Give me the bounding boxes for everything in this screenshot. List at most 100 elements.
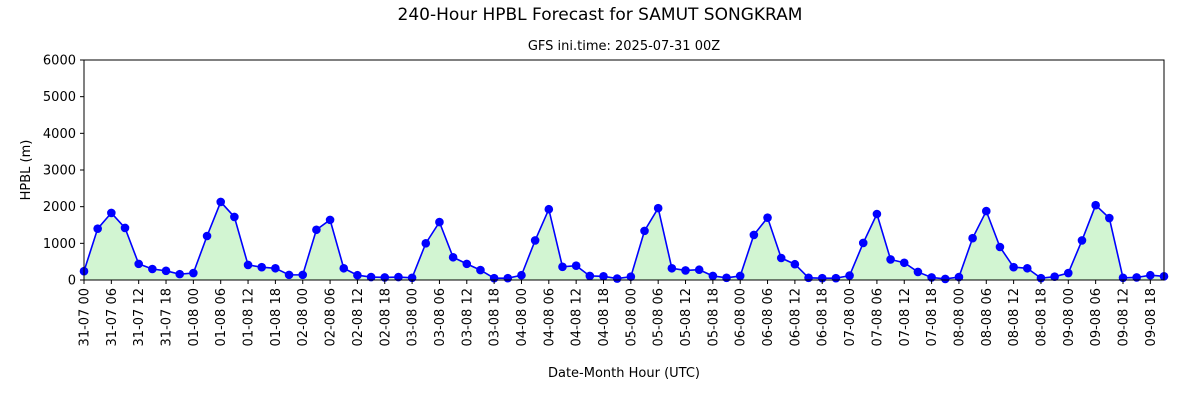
x-tick-label: 08-08 00 <box>952 288 967 346</box>
hpbl-point <box>749 230 759 240</box>
x-tick-label: 09-08 12 <box>1116 288 1131 346</box>
hpbl-point <box>599 272 608 281</box>
x-tick-label: 03-08 18 <box>488 288 503 346</box>
hpbl-point <box>448 252 458 262</box>
hpbl-point <box>271 263 280 273</box>
x-tick-label: 05-08 00 <box>624 288 639 346</box>
hpbl-point <box>722 273 731 283</box>
hpbl-point <box>1105 213 1114 223</box>
hpbl-point <box>954 272 964 282</box>
y-axis-label: HPBL (m) <box>19 140 34 201</box>
x-tick-label: 04-08 18 <box>597 288 612 346</box>
hpbl-point <box>1022 263 1032 273</box>
y-tick-label: 5000 <box>43 90 76 105</box>
hpbl-point <box>312 225 321 235</box>
hpbl-point <box>298 270 308 280</box>
hpbl-point <box>790 259 800 269</box>
hpbl-point <box>858 238 868 248</box>
hpbl-point <box>435 217 444 227</box>
x-tick-label: 04-08 00 <box>515 288 530 346</box>
hpbl-point <box>421 239 431 248</box>
x-tick-label: 09-08 00 <box>1062 288 1077 346</box>
x-tick-label: 06-08 06 <box>761 288 776 346</box>
chart-subtitle: GFS ini.time: 2025-07-31 00Z <box>527 39 721 54</box>
x-tick-label: 04-08 06 <box>542 288 557 346</box>
hpbl-point <box>968 233 977 243</box>
hpbl-point <box>872 209 882 219</box>
hpbl-point <box>120 223 130 233</box>
x-tick-label: 09-08 18 <box>1144 288 1159 346</box>
hpbl-point <box>626 272 636 282</box>
hpbl-point <box>886 255 895 264</box>
x-tick-label: 02-08 06 <box>324 288 339 346</box>
y-tick-label: 3000 <box>43 164 76 179</box>
hpbl-point <box>995 242 1005 252</box>
hpbl-point <box>763 213 772 222</box>
hpbl-point <box>681 266 690 275</box>
hpbl-point <box>653 203 663 213</box>
y-tick-label: 4000 <box>43 127 76 142</box>
hpbl-point <box>776 253 786 263</box>
x-tick-label: 02-08 12 <box>351 288 366 346</box>
x-tick-label: 06-08 00 <box>734 288 749 346</box>
hpbl-point <box>804 273 813 283</box>
x-tick-label: 04-08 12 <box>570 288 585 346</box>
x-tick-label: 03-08 06 <box>433 288 448 346</box>
hpbl-point <box>93 224 102 233</box>
hpbl-point <box>476 265 485 275</box>
hpbl-point <box>899 258 909 268</box>
hpbl-point <box>503 273 513 283</box>
hpbl-point <box>148 264 157 274</box>
x-tick-label: 07-08 00 <box>843 288 858 346</box>
x-tick-label: 03-08 00 <box>406 288 421 346</box>
hpbl-point <box>230 212 239 222</box>
x-tick-label: 01-08 06 <box>214 288 229 346</box>
hpbl-point <box>735 271 745 281</box>
x-tick-label: 05-08 18 <box>706 288 721 346</box>
hpbl-point <box>981 206 991 216</box>
x-tick-label: 31-07 06 <box>105 288 120 346</box>
hpbl-point <box>161 266 171 276</box>
hpbl-point <box>284 270 294 280</box>
hpbl-point <box>243 260 253 270</box>
x-tick-label: 03-08 12 <box>460 288 475 346</box>
hpbl-point <box>640 226 649 236</box>
hpbl-point <box>558 262 567 272</box>
x-tick-label: 02-08 00 <box>296 288 311 346</box>
hpbl-point <box>708 271 718 281</box>
hpbl-point <box>694 265 704 275</box>
hpbl-point <box>325 215 335 225</box>
x-tick-label: 01-08 12 <box>242 288 257 346</box>
hpbl-point <box>517 270 526 280</box>
hpbl-point <box>1050 272 1059 282</box>
x-tick-label: 31-07 00 <box>78 288 93 346</box>
hpbl-point <box>585 271 595 281</box>
hpbl-point <box>339 263 349 273</box>
hpbl-point <box>1146 270 1155 280</box>
hpbl-point <box>366 272 376 282</box>
hpbl-point <box>940 274 950 284</box>
hpbl-point <box>544 204 554 214</box>
x-tick-label: 05-08 12 <box>679 288 694 346</box>
x-tick-label: 06-08 12 <box>788 288 803 346</box>
hpbl-point <box>175 269 184 279</box>
hpbl-point <box>134 259 143 269</box>
y-tick-label: 0 <box>68 274 76 289</box>
x-tick-label: 02-08 18 <box>378 288 393 346</box>
x-tick-label: 31-07 12 <box>132 288 147 346</box>
hpbl-point <box>1091 200 1100 210</box>
x-tick-label: 07-08 06 <box>870 288 885 346</box>
x-tick-label: 08-08 18 <box>1034 288 1049 346</box>
hpbl-point <box>107 208 116 218</box>
hpbl-point <box>353 270 362 280</box>
x-tick-label: 01-08 18 <box>269 288 284 346</box>
hpbl-point <box>913 267 923 277</box>
hpbl-point <box>1009 262 1018 272</box>
hpbl-point <box>462 259 472 269</box>
hpbl-point <box>1064 268 1073 278</box>
hpbl-point <box>831 273 841 283</box>
y-tick-label: 2000 <box>43 200 76 215</box>
x-tick-label: 09-08 06 <box>1089 288 1104 346</box>
x-tick-label: 08-08 06 <box>980 288 995 346</box>
